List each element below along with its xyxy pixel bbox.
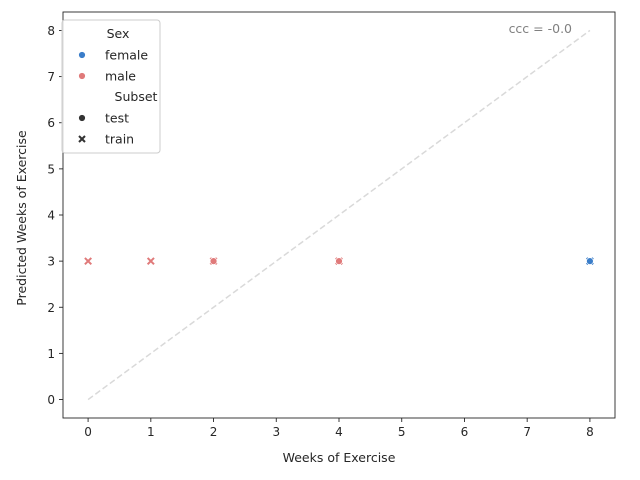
legend-hue-title: Sex [107,26,130,41]
x-tick-label: 6 [461,425,469,439]
y-tick-label: 5 [47,162,55,176]
ccc-annotation: ccc = -0.0 [509,21,572,36]
axes-layer: 0 1 2 3 4 5 6 7 8 0 1 2 3 4 5 6 7 8 [47,11,616,439]
legend-label-male: male [105,69,136,84]
data-point-male-test [209,257,218,265]
x-tick-label: 1 [147,425,155,439]
y-tick-label: 2 [47,301,55,315]
y-tick-label: 7 [47,70,55,84]
legend: Sex female male Subset test train [61,19,161,154]
data-point-male-test [335,257,343,265]
y-tick-label: 8 [47,24,55,38]
x-tick-label: 0 [84,425,92,439]
data-points-layer [84,257,594,266]
y-tick-label: 0 [47,393,55,407]
x-tick-label: 8 [586,425,594,439]
data-point-male-train [84,257,92,266]
y-tick-label: 3 [47,255,55,269]
legend-marker-male [78,72,86,80]
legend-marker-female [78,51,86,59]
y-tick-label: 6 [47,116,55,130]
legend-label-test: test [105,111,129,126]
legend-label-female: female [105,48,148,63]
legend-label-train: train [105,132,134,147]
y-tick-label: 4 [47,209,55,223]
x-tick-label: 2 [210,425,218,439]
x-tick-label: 5 [398,425,406,439]
data-point-female-test [586,257,594,265]
identity-line [87,29,591,401]
x-axis-label: Weeks of Exercise [283,450,396,465]
legend-style-title: Subset [115,89,158,104]
x-tick-label: 7 [523,425,531,439]
x-tick-label: 3 [272,425,280,439]
legend-marker-test [78,114,86,122]
identity-line-layer [87,29,591,401]
legend-marker-train [78,135,86,143]
y-tick-label: 1 [47,347,55,361]
legend-box [61,19,161,154]
data-point-male-train [146,257,155,266]
y-axis-label: Predicted Weeks of Exercise [14,130,29,306]
x-tick-label: 4 [335,425,343,439]
